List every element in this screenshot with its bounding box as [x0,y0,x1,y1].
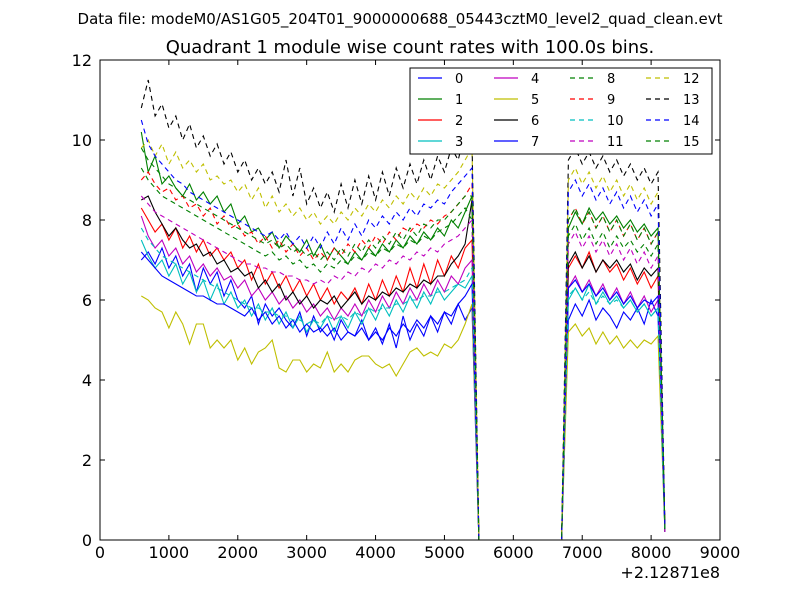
legend-label-14: 14 [683,114,700,129]
legend-label-0: 0 [455,72,463,87]
legend-label-9: 9 [607,93,615,108]
series-line-14 [140,119,666,541]
legend-label-7: 7 [531,135,539,150]
x-tick-label: 8000 [631,543,672,562]
legend-label-4: 4 [531,72,539,87]
legend-label-5: 5 [531,93,539,108]
x-tick-label: 6000 [493,543,534,562]
chart-title: Quadrant 1 module wise count rates with … [166,37,655,58]
series-line-5 [141,295,666,541]
legend-label-8: 8 [607,72,615,87]
legend-frame [409,67,713,155]
series-line-8 [140,167,666,541]
legend-label-10: 10 [607,114,624,129]
y-tick-label: 6 [82,291,92,310]
x-offset-label: +2.12871e8 [620,563,720,582]
y-tick-label: 4 [82,371,92,390]
series-line-11 [140,195,666,541]
x-tick-label: 4000 [355,543,396,562]
x-tick-label: 2000 [217,543,258,562]
legend-label-6: 6 [531,114,539,129]
x-tick-label: 1000 [149,543,190,562]
series-line-12 [140,138,666,541]
legend-label-13: 13 [683,93,700,108]
axis-ticks: 0 1000 2000 3000 4000 5000 6000 7000 8000 9000 0 2 4… [72,51,741,562]
legend-label-2: 2 [455,114,463,129]
figure-suptitle: Data file: modeM0/AS1G05_204T01_90000006… [78,10,723,29]
plot-lines [140,79,666,541]
series-line-7 [140,251,666,541]
legend-label-1: 1 [455,93,463,108]
x-tick-label: 9000 [700,543,741,562]
x-tick-label: 3000 [286,543,327,562]
series-line-4 [140,215,666,541]
x-tick-label: 5000 [424,543,465,562]
y-tick-label: 10 [72,131,92,150]
y-tick-label: 0 [82,531,92,550]
series-line-15 [140,147,666,541]
legend-label-3: 3 [455,135,463,150]
y-tick-label: 2 [82,451,92,470]
y-tick-label: 12 [72,51,92,70]
legend-label-12: 12 [683,72,700,87]
series-line-6 [141,195,666,541]
legend-label-15: 15 [683,135,700,150]
legend-label-11: 11 [607,135,624,150]
y-tick-label: 8 [82,211,92,230]
x-tick-label: 7000 [562,543,603,562]
x-tick-label: 0 [95,543,105,562]
